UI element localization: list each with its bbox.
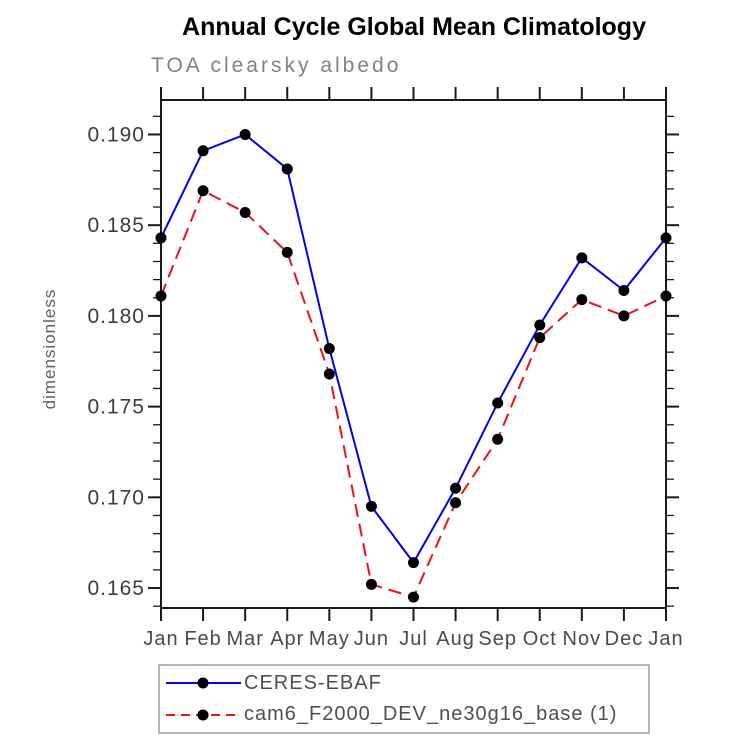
x-tick-label: Oct <box>523 628 557 650</box>
legend-item-cam6: cam6_F2000_DEV_ne30g16_base (1) <box>164 701 648 729</box>
data-point-marker <box>197 145 209 157</box>
x-tick-label: Jul <box>399 628 428 650</box>
y-tick-label: 0.185 <box>87 214 145 237</box>
data-point-marker <box>660 290 672 302</box>
data-point-marker <box>534 332 546 344</box>
data-point-marker <box>281 246 293 258</box>
data-point-marker <box>323 368 335 380</box>
data-point-marker <box>155 290 167 302</box>
data-point-marker <box>408 557 419 569</box>
data-point-marker <box>618 285 630 296</box>
legend-label-ceres: CERES-EBAF <box>244 671 382 694</box>
data-point-marker <box>618 310 630 322</box>
data-point-marker <box>365 578 377 590</box>
legend-label-cam6: cam6_F2000_DEV_ne30g16_base (1) <box>244 703 618 726</box>
data-point-marker <box>281 163 293 175</box>
x-tick-label: Jan <box>648 628 683 650</box>
series-line-1 <box>160 189 667 599</box>
data-point-marker <box>492 433 504 445</box>
data-point-marker <box>450 497 462 509</box>
x-tick-label: Aug <box>436 628 475 650</box>
x-tick-label: Jan <box>143 628 178 650</box>
data-point-marker <box>323 343 335 355</box>
data-point-marker <box>576 252 588 264</box>
y-tick-label: 0.190 <box>87 123 145 146</box>
y-tick-label: 0.180 <box>87 305 145 328</box>
x-tick-label: Apr <box>270 628 304 650</box>
y-tick-label: 0.165 <box>87 577 145 600</box>
data-point-marker <box>534 319 546 331</box>
legend-box: CERES-EBAF cam6_F2000_DEV_ne30g16_base (… <box>158 664 650 734</box>
x-tick-label: Dec <box>605 628 644 650</box>
chart-title: Annual Cycle Global Mean Climatology <box>182 13 646 41</box>
y-tick-label: 0.170 <box>87 486 145 509</box>
legend-dashed-line-icon <box>166 709 241 721</box>
x-tick-label: Mar <box>226 628 263 650</box>
chart-subtitle: TOA clearsky albedo <box>151 54 402 77</box>
x-tick-label: Feb <box>184 628 221 650</box>
data-point-marker <box>197 185 209 197</box>
data-point-marker <box>239 128 251 140</box>
data-point-marker <box>660 232 672 244</box>
x-tick-label: Jun <box>354 628 389 650</box>
data-point-marker <box>492 397 504 409</box>
x-tick-label: Sep <box>478 628 517 650</box>
legend-item-ceres: CERES-EBAF <box>164 669 648 697</box>
series-line-0 <box>160 133 667 565</box>
plot-frame <box>160 99 667 609</box>
data-point-marker <box>408 591 419 603</box>
data-point-marker <box>365 500 377 512</box>
x-tick-label: Nov <box>563 628 602 650</box>
data-point-marker <box>155 232 167 244</box>
legend-solid-line-icon <box>166 677 241 689</box>
legend-key-marker <box>197 677 209 689</box>
x-tick-label: May <box>309 628 350 650</box>
data-point-marker <box>450 482 462 494</box>
data-point-marker <box>239 206 251 218</box>
legend-key-marker <box>197 709 209 721</box>
y-tick-label: 0.175 <box>87 396 145 419</box>
data-point-marker <box>576 294 588 306</box>
